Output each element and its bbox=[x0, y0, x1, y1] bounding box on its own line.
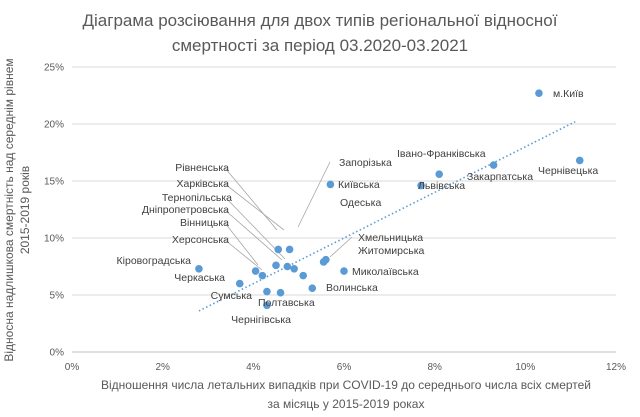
label-черкаська: Черкаська bbox=[174, 272, 225, 284]
point-сумська bbox=[263, 287, 271, 296]
x-tick-label: 10% bbox=[515, 362, 535, 373]
point-labels: м.Київ Чернівецька Івано-Франківська Закарп… bbox=[117, 88, 599, 326]
point-одеська bbox=[290, 264, 298, 273]
chart-title-line-2: смертності за період 03.2020-03.2021 bbox=[172, 36, 468, 55]
label-житомирська: Житомирська bbox=[358, 245, 425, 257]
point-київська bbox=[326, 180, 335, 189]
leader-запорізька bbox=[297, 161, 331, 228]
label-миколаївська: Миколаївська bbox=[352, 266, 419, 278]
label-м-київ: м.Київ bbox=[553, 88, 584, 100]
trendline bbox=[198, 121, 576, 312]
x-tick-label: 8% bbox=[427, 362, 442, 373]
label-львівська: Львівська bbox=[418, 180, 465, 192]
label-кіровоградська: Кіровоградська bbox=[117, 255, 192, 267]
leader-харківська bbox=[224, 183, 285, 231]
point-чернівецька bbox=[575, 156, 584, 165]
leader-дніпропетровська bbox=[224, 209, 283, 261]
x-tick-label: 2% bbox=[155, 362, 170, 373]
label-рівненська: Рівненська bbox=[175, 162, 229, 174]
y-axis-ticks: 0% 5% 10% 15% 20% 25% bbox=[44, 63, 64, 359]
point-кіровоградська bbox=[195, 264, 203, 273]
label-волинська: Волинська bbox=[326, 282, 378, 294]
point-волинська bbox=[308, 284, 317, 292]
label-херсонська: Херсонська bbox=[172, 234, 229, 246]
label-одеська: Одеська bbox=[340, 197, 381, 209]
point-чернігівська bbox=[263, 301, 271, 310]
point-харківська bbox=[285, 245, 294, 254]
point-львівська bbox=[417, 181, 425, 190]
label-харківська: Харківська bbox=[177, 178, 230, 190]
chart-title-line-1: Діаграма розсіювання для двох типів регі… bbox=[83, 11, 558, 30]
y-tick-label: 5% bbox=[50, 291, 65, 302]
y-tick-label: 10% bbox=[44, 234, 64, 245]
label-запорізька: Запорізька bbox=[339, 157, 392, 169]
label-закарпатська: Закарпатська bbox=[467, 171, 533, 183]
leader-хмельницька bbox=[329, 236, 353, 258]
leader-херсонська bbox=[224, 239, 263, 271]
label-чернівецька: Чернівецька bbox=[538, 165, 598, 177]
x-tick-label: 4% bbox=[246, 362, 261, 373]
leader-вінницька bbox=[224, 222, 259, 266]
point-закарпатська bbox=[435, 170, 444, 178]
x-axis-title-line-2: за місяць у 2015-2019 роках bbox=[268, 397, 425, 411]
y-tick-label: 15% bbox=[44, 177, 64, 188]
label-тернопільська: Тернопільська bbox=[162, 192, 232, 204]
label-київська: Київська bbox=[338, 179, 380, 191]
point-херсонська bbox=[251, 267, 260, 275]
leader-рівненська bbox=[224, 167, 278, 231]
point-вінницька bbox=[258, 271, 267, 280]
label-хмельницька: Хмельницька bbox=[358, 232, 423, 244]
x-axis-ticks: 0% 2% 4% 6% 8% 10% 12% bbox=[65, 362, 626, 373]
point-запорізька bbox=[299, 271, 308, 280]
point-м-київ bbox=[535, 89, 543, 98]
point-івано-франківська bbox=[489, 161, 498, 169]
x-axis-title-line-1: Відношення числа летальних випадків при … bbox=[101, 378, 591, 392]
label-івано-франківська: Івано-Франківська bbox=[397, 148, 486, 160]
y-axis-title-line-2: 2015-2019 років bbox=[18, 166, 32, 254]
label-вінницька: Вінницька bbox=[180, 217, 229, 229]
point-миколаївська bbox=[340, 267, 348, 275]
point-житомирська bbox=[319, 258, 328, 266]
point-дніпропетровська bbox=[272, 261, 280, 270]
trendline-layer bbox=[198, 121, 576, 312]
x-tick-label: 6% bbox=[337, 362, 352, 373]
data-points bbox=[195, 89, 584, 310]
x-tick-label: 12% bbox=[606, 362, 626, 373]
y-tick-label: 25% bbox=[44, 63, 64, 74]
label-leader-lines bbox=[224, 161, 353, 271]
label-полтавська: Полтавська bbox=[258, 297, 315, 309]
y-tick-label: 20% bbox=[44, 120, 64, 131]
label-сумська: Сумська bbox=[211, 290, 252, 302]
point-черкаська bbox=[235, 279, 244, 288]
point-рівненська bbox=[274, 245, 283, 254]
label-дніпропетровська: Дніпропетровська bbox=[142, 204, 229, 216]
point-полтавська bbox=[276, 288, 285, 297]
gridlines bbox=[72, 66, 616, 353]
y-tick-label: 0% bbox=[50, 348, 65, 359]
point-тернопільська bbox=[283, 262, 292, 271]
x-tick-label: 0% bbox=[65, 362, 80, 373]
label-чернігівська: Чернігівська bbox=[231, 314, 291, 326]
y-axis-title-line-1: Відносна надлишкова смертність над серед… bbox=[2, 58, 16, 361]
